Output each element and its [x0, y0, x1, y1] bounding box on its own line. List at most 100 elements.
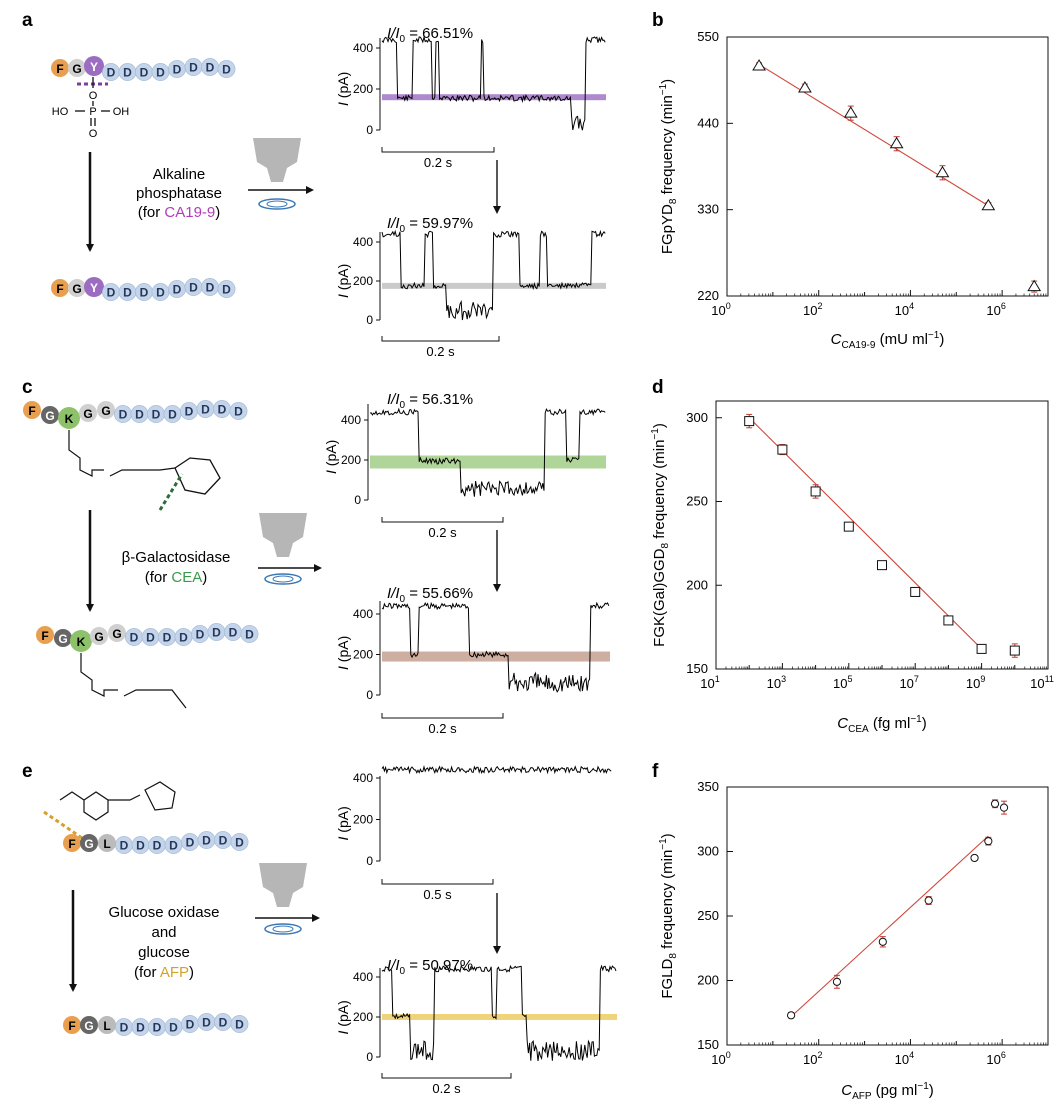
y-axis-label: FGK(Gal)GGD8 frequency (min−1) [650, 423, 671, 647]
bead [63, 834, 81, 852]
trace-y-tick-label: 400 [353, 970, 373, 984]
bead-label: D [153, 1021, 162, 1035]
bead-label: D [229, 626, 238, 640]
bead-label: D [107, 286, 116, 300]
time-scale-bar [381, 517, 504, 523]
x-tick-label: 100 [711, 1050, 730, 1067]
trace-signal [369, 407, 606, 497]
data-point [1009, 645, 1020, 656]
y-axis-label: FGpYD8 frequency (min−1) [658, 79, 679, 254]
trace-y-axis-label: I (pA) [335, 264, 351, 298]
trace-y-tick-label: 200 [353, 274, 373, 288]
trace-ratio-label: I/I0 = 59.97% [387, 215, 473, 235]
cyclodextrin-adapter [264, 923, 302, 935]
bead [79, 404, 97, 422]
trace-signal [381, 35, 606, 131]
data-point [984, 837, 993, 846]
time-scale-label: 0.2 s [424, 155, 453, 170]
trace-ratio-label: I/I0 = 66.51% [387, 25, 473, 45]
data-point [1027, 279, 1042, 292]
bead-label: Y [90, 281, 98, 295]
bead-label: F [68, 837, 75, 851]
trace-y-tick-label: 200 [353, 82, 373, 96]
trace-signal [381, 229, 606, 321]
bead-label: D [212, 626, 221, 640]
bead-label: D [202, 834, 211, 848]
atom-ho: HO [52, 106, 69, 118]
bead-label: D [156, 286, 165, 300]
bead-label: D [136, 839, 145, 853]
x-tick-label: 106 [986, 1050, 1005, 1067]
current-trace: 0 200 400 I (pA) I/I0 = 50.97% 0.2 s [335, 957, 617, 1096]
trace-y-tick-label: 400 [353, 607, 373, 621]
bead-label: G [94, 630, 103, 644]
sugar-ring [174, 457, 221, 495]
trace-y-axis-label: I (pA) [335, 636, 351, 670]
trace-highlight-band [382, 94, 606, 101]
trace-y-tick-label: 0 [366, 1050, 373, 1064]
bead-label: D [156, 66, 165, 80]
bead-label: D [130, 631, 139, 645]
y-tick-label: 300 [697, 844, 719, 859]
bead-label: D [107, 66, 116, 80]
trace-y-axis-label: I (pA) [335, 1000, 351, 1034]
bead-label: F [56, 282, 63, 296]
data-point [990, 799, 1000, 808]
trace-y-tick-label: 400 [353, 771, 373, 785]
bead [23, 401, 41, 419]
bead-label: D [123, 66, 132, 80]
trace-y-axis-label: I (pA) [323, 440, 339, 474]
data-point [976, 643, 987, 654]
data-point [744, 416, 755, 427]
bead-label: D [218, 403, 227, 417]
trace-y-tick-label: 0 [366, 854, 373, 868]
time-scale-bar [381, 1073, 512, 1079]
bead-label: D [119, 408, 128, 422]
bead-label: D [186, 836, 195, 850]
time-scale-bar [381, 336, 500, 342]
bead-label: D [201, 403, 210, 417]
bead-label: D [196, 628, 205, 642]
bead-label: F [56, 62, 63, 76]
trace-y-axis-label: I (pA) [335, 72, 351, 106]
bead [63, 1016, 81, 1034]
bead-label: D [222, 283, 231, 297]
bead-label: D [173, 283, 182, 297]
plot-frame [726, 786, 1049, 1046]
plot-frame [726, 36, 1049, 297]
bead-label: D [235, 1018, 244, 1032]
bead [217, 60, 236, 78]
trace-signal [381, 601, 610, 693]
bead-label: D [179, 631, 188, 645]
y-tick-label: 550 [697, 29, 719, 44]
x-axis-label: CAFP (pg ml−1) [841, 1081, 934, 1102]
trace-highlight-band [382, 282, 606, 289]
data-point [970, 853, 979, 863]
y-tick-label: 200 [686, 577, 708, 592]
enzyme-line: phosphatase [136, 185, 222, 202]
data-point [777, 444, 788, 455]
x-tick-label: 106 [986, 301, 1005, 318]
bead-label: G [83, 407, 92, 421]
enzyme-line: Glucose oxidase [109, 904, 220, 921]
bead [58, 407, 80, 429]
nanopore-protein [259, 513, 307, 557]
x-axis-label: CCEA (fg ml−1) [837, 714, 926, 735]
panel-label-c: c [22, 377, 33, 398]
panel-label-d: d [652, 377, 664, 398]
time-scale-label: 0.2 s [428, 525, 457, 540]
enzyme-line: glucose [138, 944, 190, 961]
x-tick-label: 101 [700, 674, 719, 691]
bead-label: D [153, 839, 162, 853]
data-point [878, 937, 887, 946]
bead-label: D [202, 1016, 211, 1030]
